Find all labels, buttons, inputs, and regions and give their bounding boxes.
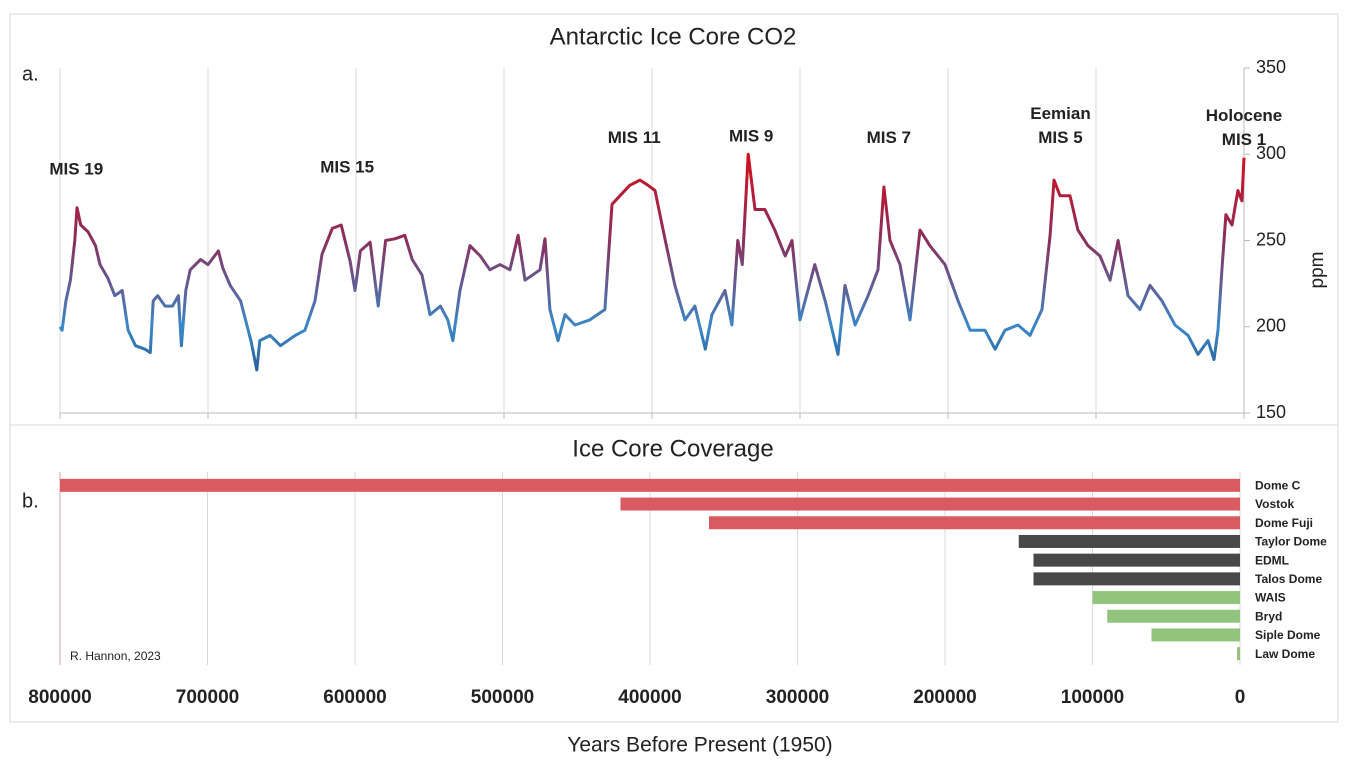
category-label: Taylor Dome bbox=[1255, 535, 1327, 549]
annotation: MIS 5 bbox=[1038, 128, 1082, 147]
bar bbox=[1018, 534, 1240, 548]
x-tick-label: 200000 bbox=[913, 687, 976, 708]
bar bbox=[60, 478, 1240, 492]
x-tick-label: 100000 bbox=[1061, 687, 1124, 708]
y-tick-label: 200 bbox=[1256, 316, 1286, 336]
co2-line bbox=[58, 152, 1246, 372]
panel-label: b. bbox=[22, 490, 39, 512]
category-label: Vostok bbox=[1255, 497, 1294, 511]
chart-title: Ice Core Coverage bbox=[572, 435, 773, 462]
panel-a-frame bbox=[9, 13, 1339, 426]
bar bbox=[1033, 572, 1240, 586]
panel-label: a. bbox=[22, 63, 39, 85]
bar bbox=[620, 497, 1240, 511]
annotation: MIS 15 bbox=[320, 158, 374, 177]
annotation: MIS 11 bbox=[608, 128, 661, 147]
x-tick-label: 400000 bbox=[618, 687, 681, 708]
annotation: MIS 1 bbox=[1222, 130, 1266, 149]
annotation: Eemian bbox=[1030, 104, 1090, 123]
x-tick-label: 700000 bbox=[176, 687, 239, 708]
x-tick-label: 0 bbox=[1235, 687, 1246, 708]
x-tick-label: 500000 bbox=[471, 687, 534, 708]
note: R. Hannon, 2023 bbox=[70, 649, 161, 663]
panel-b-frame bbox=[9, 424, 1339, 723]
y-tick-label: 250 bbox=[1256, 229, 1286, 249]
category-label: Siple Dome bbox=[1255, 628, 1321, 642]
category-label: WAIS bbox=[1255, 591, 1286, 605]
annotation: Holocene bbox=[1206, 106, 1283, 125]
category-label: Talos Dome bbox=[1255, 572, 1322, 586]
chart-title: Antarctic Ice Core CO2 bbox=[550, 23, 797, 50]
category-label: EDML bbox=[1255, 553, 1289, 567]
annotation: MIS 9 bbox=[729, 126, 773, 145]
category-label: Bryd bbox=[1255, 609, 1282, 623]
bar bbox=[1033, 553, 1240, 567]
y-tick-label: 150 bbox=[1256, 402, 1286, 422]
x-axis-label: Years Before Present (1950) bbox=[567, 734, 832, 757]
bar bbox=[1092, 591, 1240, 605]
y-tick-label: 300 bbox=[1256, 143, 1286, 163]
y-tick-label: 350 bbox=[1256, 57, 1286, 77]
category-label: Dome C bbox=[1255, 479, 1301, 493]
category-label: Dome Fuji bbox=[1255, 516, 1313, 530]
bar bbox=[1237, 647, 1240, 661]
category-label: Law Dome bbox=[1255, 647, 1315, 661]
x-tick-label: 300000 bbox=[766, 687, 829, 708]
annotation: MIS 19 bbox=[49, 159, 103, 178]
bar bbox=[1107, 609, 1240, 623]
annotation: MIS 7 bbox=[867, 128, 911, 147]
x-tick-label: 800000 bbox=[28, 687, 91, 708]
bar bbox=[1151, 628, 1240, 642]
y-axis-label: ppm bbox=[1307, 252, 1328, 289]
bar bbox=[709, 516, 1240, 530]
x-tick-label: 600000 bbox=[323, 687, 386, 708]
